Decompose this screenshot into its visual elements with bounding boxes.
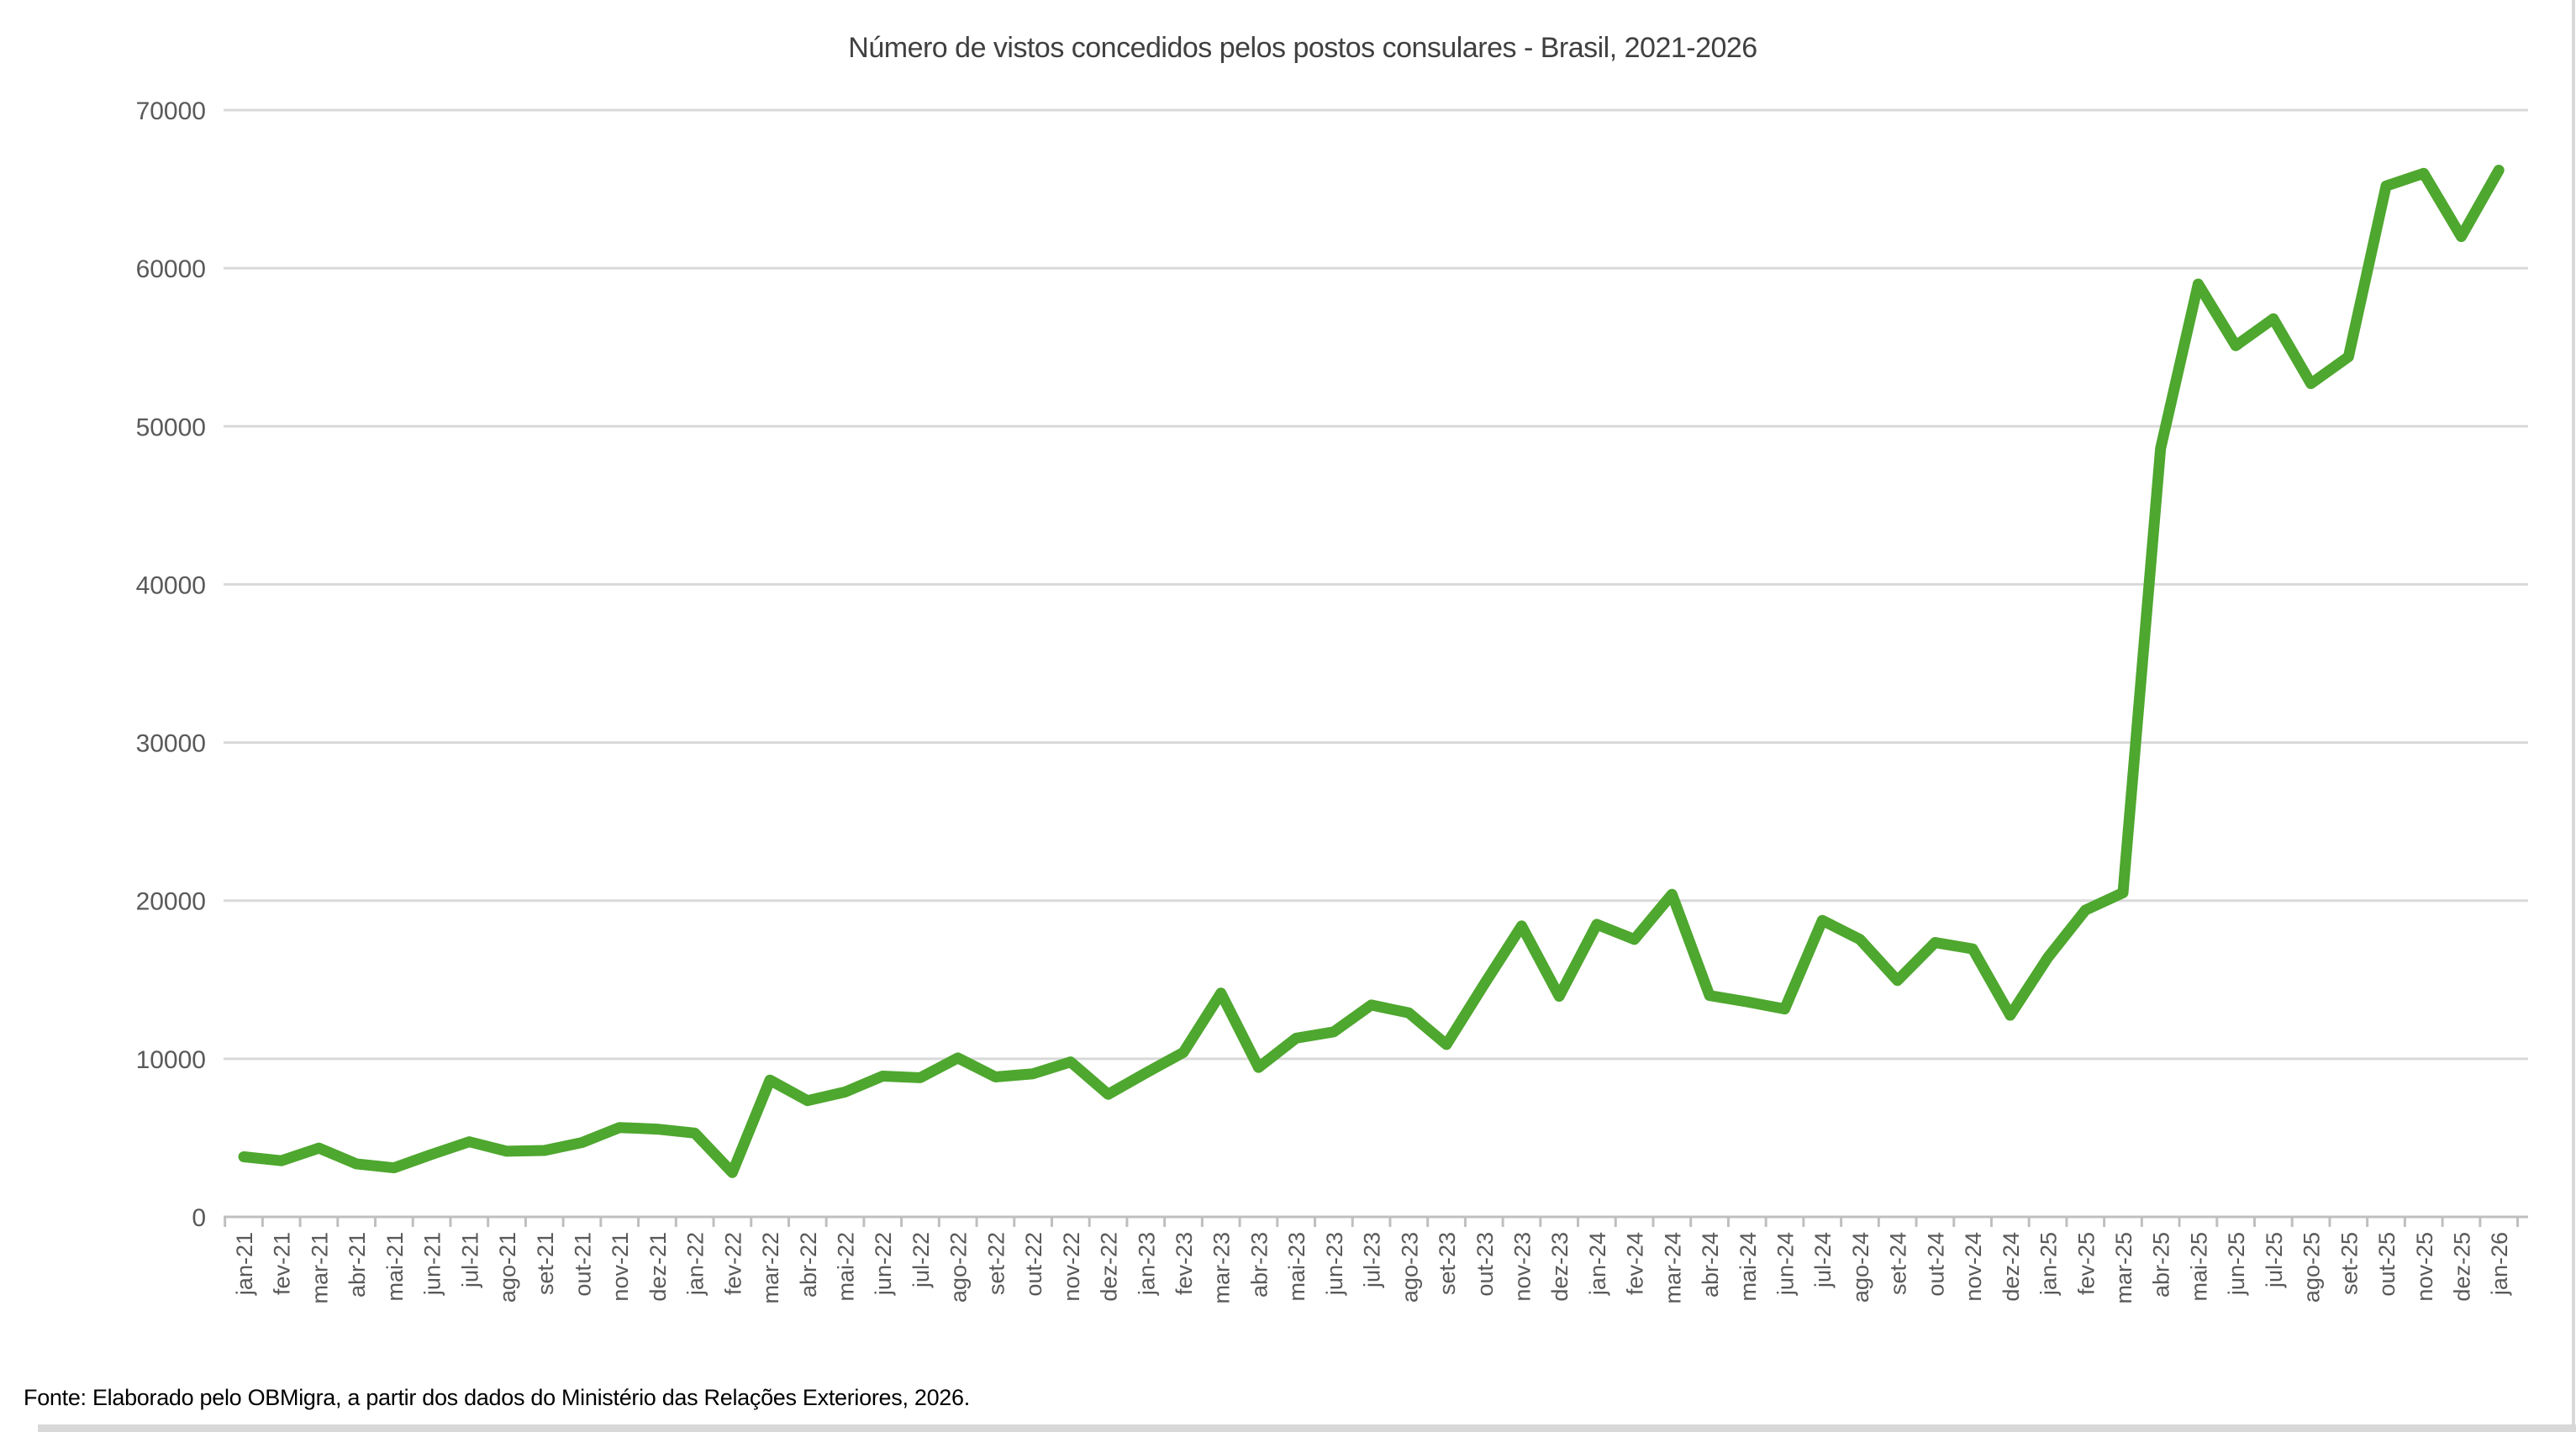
x-tick-label: fev-25 [2073,1232,2099,1295]
x-tick-label: set-23 [1435,1232,1460,1295]
x-tick-label: ago-24 [1848,1232,1873,1303]
x-tick-label: jan-23 [1134,1232,1159,1296]
x-tick-label: mai-24 [1736,1232,1761,1302]
x-tick-label: out-22 [1021,1232,1046,1297]
bottom-edge-strip [38,1424,2576,1432]
x-tick-label: jul-23 [1360,1232,1385,1288]
x-tick-label: set-21 [533,1232,558,1295]
x-tick-label: out-25 [2374,1232,2400,1297]
y-tick-label: 0 [192,1204,206,1232]
x-tick-label: mar-22 [758,1232,783,1304]
x-tick-label: nov-21 [608,1232,633,1302]
y-tick-label: 60000 [136,255,206,283]
x-tick-label: out-23 [1472,1232,1498,1297]
x-tick-label: mai-22 [834,1232,859,1302]
x-tick-label: jun-25 [2224,1232,2249,1296]
x-tick-label: jun-21 [420,1232,445,1296]
x-tick-label: dez-24 [1999,1232,2024,1302]
x-tick-label: ago-21 [495,1232,520,1303]
x-tick-label: abr-22 [796,1232,821,1298]
x-tick-label: ago-22 [946,1232,972,1303]
x-tick-label: mai-23 [1284,1232,1309,1302]
x-tick-label: set-24 [1886,1232,1911,1295]
y-tick-label: 70000 [136,97,206,125]
x-tick-label: fev-24 [1623,1232,1648,1295]
x-tick-label: jun-23 [1322,1232,1347,1296]
x-tick-label: dez-21 [645,1232,671,1302]
x-tick-label: set-22 [983,1232,1009,1295]
x-tick-label: nov-23 [1509,1232,1535,1302]
x-tick-label: jan-24 [1585,1232,1610,1296]
x-tick-label: jul-21 [457,1232,482,1288]
x-tick-label: fev-21 [270,1232,295,1295]
gridlines [224,108,2528,1219]
x-tick-label: dez-22 [1097,1232,1122,1302]
x-tick-label: ago-23 [1397,1232,1422,1303]
x-tick-label: jun-22 [871,1232,896,1296]
x-tick-label: out-24 [1923,1232,1948,1297]
chart-title: Número de vistos concedidos pelos postos… [848,32,1757,64]
x-axis-ticks [224,1217,2520,1227]
x-tick-label: dez-25 [2449,1232,2474,1302]
y-tick-label: 10000 [136,1046,206,1074]
x-tick-label: nov-24 [1961,1232,1986,1302]
x-tick-label: abr-23 [1246,1232,1272,1298]
y-tick-label: 30000 [136,730,206,758]
x-tick-label: abr-25 [2149,1232,2174,1298]
y-axis-labels: 0 10000 20000 30000 40000 50000 60000 70000 [136,97,206,1232]
x-axis-labels: jan-21 fev-21 mar-21 abr-21 mai-21 jun-21 jul-… [232,1232,2512,1304]
x-tick-label: fev-23 [1172,1232,1197,1295]
y-tick-label: 20000 [136,888,206,916]
x-tick-label: mar-23 [1209,1232,1235,1304]
right-edge-border [2572,0,2575,1432]
x-tick-label: fev-22 [720,1232,745,1295]
x-tick-label: jan-22 [683,1232,709,1296]
x-tick-label: jan-26 [2487,1232,2512,1296]
y-tick-label: 40000 [136,571,206,599]
x-tick-label: jun-24 [1773,1232,1799,1296]
x-tick-label: out-21 [570,1232,595,1297]
x-tick-label: nov-25 [2412,1232,2437,1302]
x-tick-label: mar-25 [2111,1232,2136,1304]
x-tick-label: jan-21 [232,1232,257,1296]
x-tick-label: abr-21 [345,1232,370,1298]
x-tick-label: jul-22 [909,1232,934,1288]
x-tick-label: jan-25 [2036,1232,2062,1296]
x-tick-label: jul-25 [2262,1232,2287,1288]
x-tick-label: mar-21 [307,1232,332,1304]
x-tick-label: jul-24 [1810,1232,1836,1288]
x-tick-label: ago-25 [2299,1232,2325,1303]
x-tick-label: mar-24 [1660,1232,1685,1304]
x-tick-label: abr-24 [1698,1232,1723,1298]
y-tick-label: 50000 [136,413,206,441]
source-note: Fonte: Elaborado pelo OBMigra, a partir … [24,1385,970,1410]
x-tick-label: mai-25 [2186,1232,2211,1302]
data-line [238,164,2505,1178]
x-tick-label: mai-21 [382,1232,408,1302]
x-tick-label: set-25 [2336,1232,2362,1295]
x-tick-label: nov-22 [1059,1232,1084,1302]
x-tick-label: dez-23 [1547,1232,1572,1302]
